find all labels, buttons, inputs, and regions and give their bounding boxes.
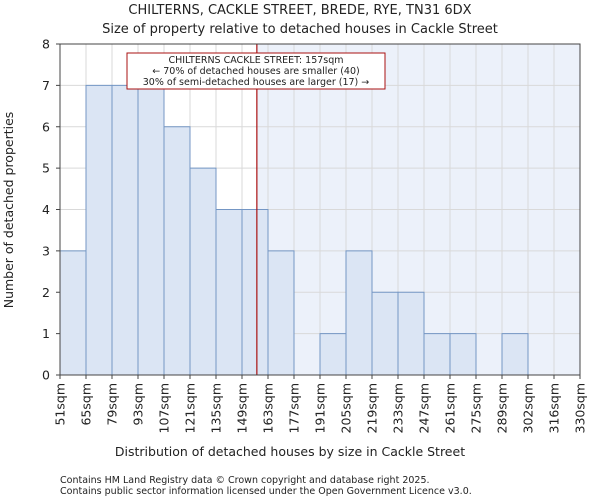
x-axis-label: Distribution of detached houses by size … [115,444,465,459]
x-tick-label: 219sqm [365,383,380,433]
bar-191sqm [319,333,347,376]
x-tick-label: 121sqm [183,383,198,433]
x-tick-label: 191sqm [313,383,328,433]
x-tick-label: 79sqm [105,383,120,426]
bar-93sqm [137,84,165,376]
annotation-line-1: CHILTERNS CACKLE STREET: 157sqm [168,55,343,66]
x-tick-label: 135sqm [209,383,224,433]
x-tick-label: 107sqm [157,383,172,433]
bar-149sqm [241,209,269,376]
bar-219sqm [371,291,399,376]
x-tick-label: 65sqm [79,383,94,426]
x-tick-label: 233sqm [391,383,406,433]
chart-subtitle: Size of property relative to detached ho… [102,22,498,37]
x-tick-label: 316sqm [547,383,562,433]
bar-79sqm [111,84,139,376]
y-axis-label: Number of detached properties [1,112,16,309]
y-tick-label: 0 [42,368,50,383]
x-tick-label: 51sqm [53,383,68,426]
x-tick-label: 261sqm [443,383,458,433]
chart-title: CHILTERNS, CACKLE STREET, BREDE, RYE, TN… [128,3,471,18]
x-tick-label: 247sqm [417,383,432,433]
annotation-box: CHILTERNS CACKLE STREET: 157sqm ← 70% of… [126,52,386,90]
x-tick-label: 289sqm [495,383,510,433]
x-tick-labels: 51sqm 65sqm 79sqm 93sqm 107sqm 121sqm 135sqm 14… [53,375,588,433]
bar-121sqm [189,167,217,376]
bar-163sqm [267,250,295,376]
y-tick-labels: 0 1 2 3 4 5 6 7 8 [42,37,60,383]
bar-247sqm [423,333,451,376]
y-tick-label: 4 [42,202,50,217]
bar-65sqm [85,84,113,376]
y-tick-label: 2 [42,285,50,300]
y-tick-label: 1 [42,326,50,341]
y-tick-label: 7 [42,78,50,93]
annotation-line-2: ← 70% of detached houses are smaller (40… [152,66,359,77]
bar-135sqm [215,209,243,376]
bar-107sqm [163,126,191,376]
bar-233sqm [397,291,425,376]
bar-261sqm [449,333,477,376]
x-tick-label: 149sqm [235,383,250,433]
bar-289sqm [501,333,529,376]
footer-line-1: Contains HM Land Registry data © Crown c… [60,475,430,486]
plot-area [59,43,581,376]
bar-51sqm [59,250,87,376]
x-tick-label: 163sqm [261,383,276,433]
x-tick-label: 330sqm [573,383,588,433]
footer-line-2: Contains public sector information licen… [60,486,472,497]
x-tick-label: 275sqm [469,383,484,433]
x-tick-label: 177sqm [287,383,302,433]
y-tick-label: 8 [42,37,50,52]
bars [59,84,529,376]
x-tick-label: 302sqm [521,383,536,433]
annotation-frame [126,52,386,90]
y-tick-label: 3 [42,243,50,258]
y-tick-label: 6 [42,119,50,134]
x-tick-label: 93sqm [131,383,146,426]
bar-205sqm [345,250,373,376]
x-tick-label: 205sqm [339,383,354,433]
y-tick-label: 5 [42,161,50,176]
annotation-line-3: 30% of semi-detached houses are larger (… [143,77,370,88]
